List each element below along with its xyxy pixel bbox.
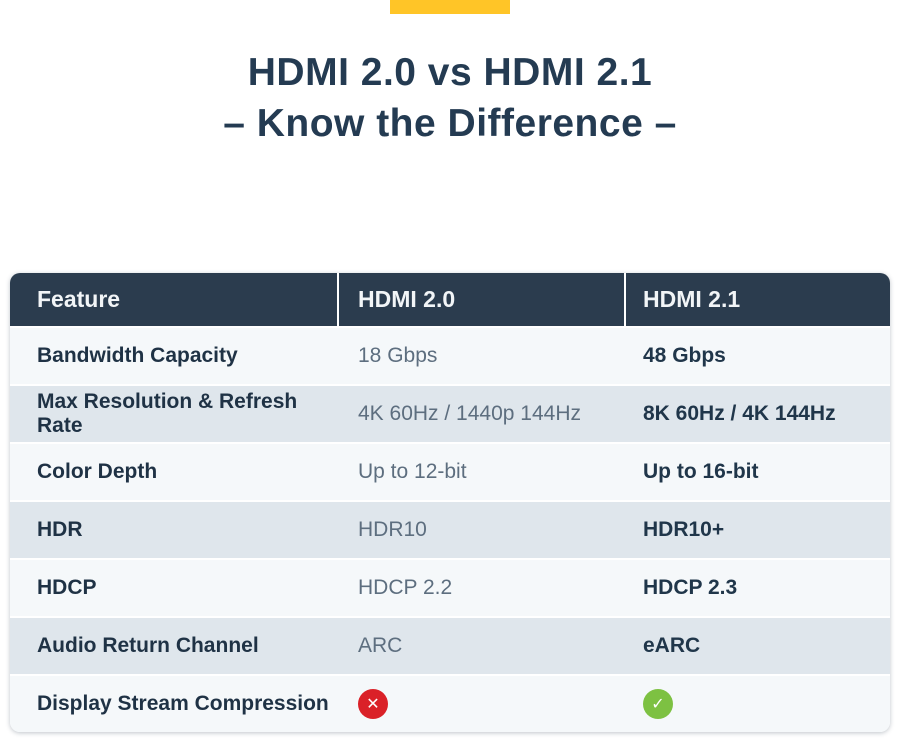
feature-label: HDCP [37, 576, 97, 599]
column-header-hdmi-2-0: HDMI 2.0 [337, 273, 624, 326]
hdmi-2-1-value: 8K 60Hz / 4K 144Hz [643, 402, 836, 425]
hdmi-2-0-value: HDCP 2.2 [358, 576, 453, 599]
feature-label: Display Stream Compression [37, 692, 329, 715]
hdmi-2-0-value: ✕ [337, 689, 624, 719]
hdmi-2-1-value: ✓ [624, 689, 890, 719]
table-row: HDCP HDCP 2.2 HDCP 2.3 [10, 558, 890, 616]
hdmi-2-0-value: 18 Gbps [358, 344, 438, 367]
table-row: Color Depth Up to 12-bit Up to 16-bit [10, 442, 890, 500]
comparison-table: Feature HDMI 2.0 HDMI 2.1 Bandwidth Capa… [10, 273, 890, 732]
page-title-line1: HDMI 2.0 vs HDMI 2.1 [247, 51, 653, 94]
hdmi-2-1-value: 48 Gbps [643, 344, 726, 367]
table-row: HDR HDR10 HDR10+ [10, 500, 890, 558]
page-title-line2: – Know the Difference – [223, 102, 677, 145]
table-row: Audio Return Channel ARC eARC [10, 616, 890, 674]
table-header-row: Feature HDMI 2.0 HDMI 2.1 [10, 273, 890, 326]
table-row: Display Stream Compression ✕ ✓ [10, 674, 890, 732]
feature-label: HDR [37, 518, 83, 541]
column-header-feature: Feature [37, 286, 121, 312]
column-header-hdmi-2-1: HDMI 2.1 [624, 273, 890, 326]
accent-bar [390, 0, 510, 14]
hdmi-2-1-value: eARC [643, 634, 701, 657]
hdmi-2-0-value: ARC [358, 634, 403, 657]
hdmi-2-1-value: HDR10+ [643, 518, 725, 541]
table-row: Max Resolution & Refresh Rate 4K 60Hz / … [10, 384, 890, 442]
hdmi-2-0-value: HDR10 [358, 518, 427, 541]
cross-icon: ✕ [358, 689, 388, 719]
check-icon: ✓ [643, 689, 673, 719]
page-title: HDMI 2.0 vs HDMI 2.1 – Know the Differen… [0, 47, 900, 149]
feature-label: Color Depth [37, 460, 158, 483]
table-row: Bandwidth Capacity 18 Gbps 48 Gbps [10, 326, 890, 384]
feature-label: Bandwidth Capacity [37, 344, 238, 367]
feature-label: Max Resolution & Refresh Rate [37, 390, 298, 437]
table-body: Bandwidth Capacity 18 Gbps 48 Gbps Max R… [10, 326, 890, 732]
hdmi-2-0-value: 4K 60Hz / 1440p 144Hz [358, 402, 581, 425]
hdmi-2-0-value: Up to 12-bit [358, 460, 467, 483]
hdmi-2-1-value: Up to 16-bit [643, 460, 759, 483]
feature-label: Audio Return Channel [37, 634, 259, 657]
hdmi-2-1-value: HDCP 2.3 [643, 576, 738, 599]
